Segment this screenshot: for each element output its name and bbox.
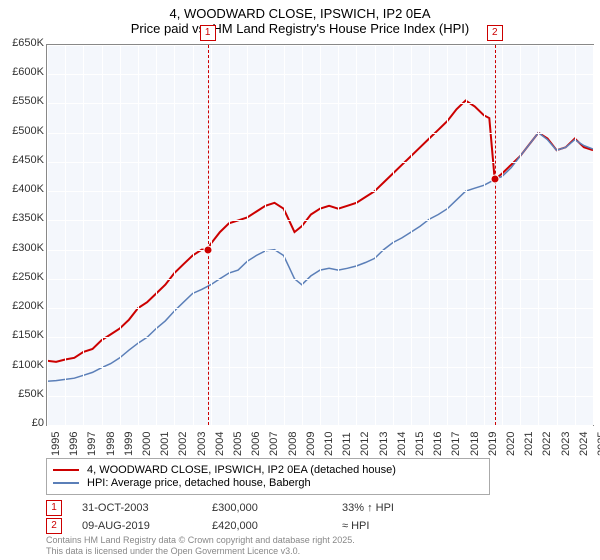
title-line-1: 4, WOODWARD CLOSE, IPSWICH, IP2 0EA xyxy=(0,6,600,21)
x-axis-label: 2009 xyxy=(305,432,317,456)
chart-plot-area: 12 xyxy=(46,44,594,426)
legend-box: 4, WOODWARD CLOSE, IPSWICH, IP2 0EA (det… xyxy=(46,458,490,495)
x-axis-label: 2003 xyxy=(196,432,208,456)
x-axis-label: 2022 xyxy=(541,432,553,456)
footer-line-1: Contains HM Land Registry data © Crown c… xyxy=(46,535,355,546)
event-row: 1 31-OCT-2003 £300,000 33% ↑ HPI xyxy=(46,500,472,516)
y-axis-label: £150K xyxy=(12,329,44,341)
event-price: £420,000 xyxy=(212,520,342,532)
x-axis-label: 1998 xyxy=(105,432,117,456)
x-axis-label: 2008 xyxy=(287,432,299,456)
y-axis-label: £100K xyxy=(12,359,44,371)
event-flag: 1 xyxy=(200,25,216,41)
legend-swatch xyxy=(53,469,79,471)
y-axis-label: £300K xyxy=(12,242,44,254)
footer-line-2: This data is licensed under the Open Gov… xyxy=(46,546,355,557)
x-axis-label: 2004 xyxy=(214,432,226,456)
y-axis-label: £50K xyxy=(18,388,44,400)
y-axis-label: £350K xyxy=(12,212,44,224)
legend-label: 4, WOODWARD CLOSE, IPSWICH, IP2 0EA (det… xyxy=(87,464,396,476)
title-line-2: Price paid vs. HM Land Registry's House … xyxy=(0,21,600,36)
x-axis-label: 2019 xyxy=(487,432,499,456)
event-row: 2 09-AUG-2019 £420,000 ≈ HPI xyxy=(46,518,472,534)
y-axis-label: £200K xyxy=(12,300,44,312)
chart-container: 4, WOODWARD CLOSE, IPSWICH, IP2 0EA Pric… xyxy=(0,0,600,560)
legend-label: HPI: Average price, detached house, Babe… xyxy=(87,477,311,489)
y-axis-label: £650K xyxy=(12,37,44,49)
x-axis-label: 2014 xyxy=(396,432,408,456)
x-axis-label: 1995 xyxy=(50,432,62,456)
y-axis-label: £250K xyxy=(12,271,44,283)
x-axis-label: 2005 xyxy=(232,432,244,456)
x-axis-label: 2016 xyxy=(432,432,444,456)
y-axis-label: £550K xyxy=(12,95,44,107)
x-axis-label: 2001 xyxy=(159,432,171,456)
x-axis-label: 1997 xyxy=(86,432,98,456)
event-date: 31-OCT-2003 xyxy=(82,502,212,514)
event-marker-icon: 2 xyxy=(46,518,62,534)
event-dot xyxy=(490,175,499,184)
x-axis-label: 2011 xyxy=(341,432,353,456)
x-axis-label: 2023 xyxy=(560,432,572,456)
x-axis-label: 2021 xyxy=(523,432,535,456)
x-axis-label: 2006 xyxy=(250,432,262,456)
event-flag: 2 xyxy=(487,25,503,41)
x-axis-label: 2020 xyxy=(505,432,517,456)
x-axis-label: 2015 xyxy=(414,432,426,456)
x-axis-label: 2000 xyxy=(141,432,153,456)
y-axis-label: £0 xyxy=(32,417,44,429)
x-axis-label: 2013 xyxy=(378,432,390,456)
footer-attribution: Contains HM Land Registry data © Crown c… xyxy=(46,535,355,557)
event-note: 33% ↑ HPI xyxy=(342,502,472,514)
legend-swatch xyxy=(53,482,79,484)
x-axis-label: 2002 xyxy=(177,432,189,456)
event-price: £300,000 xyxy=(212,502,342,514)
x-axis-label: 2025 xyxy=(596,432,600,456)
legend-row: HPI: Average price, detached house, Babe… xyxy=(53,477,483,489)
y-axis-label: £450K xyxy=(12,154,44,166)
x-axis-label: 2012 xyxy=(359,432,371,456)
event-vline xyxy=(208,45,209,425)
event-note: ≈ HPI xyxy=(342,520,472,532)
y-axis-label: £400K xyxy=(12,183,44,195)
events-table: 1 31-OCT-2003 £300,000 33% ↑ HPI 2 09-AU… xyxy=(46,498,472,536)
x-axis-label: 2017 xyxy=(450,432,462,456)
x-axis-label: 2024 xyxy=(578,432,590,456)
event-vline xyxy=(495,45,496,425)
legend-row: 4, WOODWARD CLOSE, IPSWICH, IP2 0EA (det… xyxy=(53,464,483,476)
y-axis-label: £600K xyxy=(12,66,44,78)
x-axis-label: 2007 xyxy=(268,432,280,456)
event-dot xyxy=(203,245,212,254)
x-axis-label: 2010 xyxy=(323,432,335,456)
x-axis-label: 1996 xyxy=(68,432,80,456)
title-block: 4, WOODWARD CLOSE, IPSWICH, IP2 0EA Pric… xyxy=(0,0,600,36)
x-axis-label: 2018 xyxy=(469,432,481,456)
event-marker-icon: 1 xyxy=(46,500,62,516)
x-axis-label: 1999 xyxy=(123,432,135,456)
y-axis-label: £500K xyxy=(12,125,44,137)
event-date: 09-AUG-2019 xyxy=(82,520,212,532)
